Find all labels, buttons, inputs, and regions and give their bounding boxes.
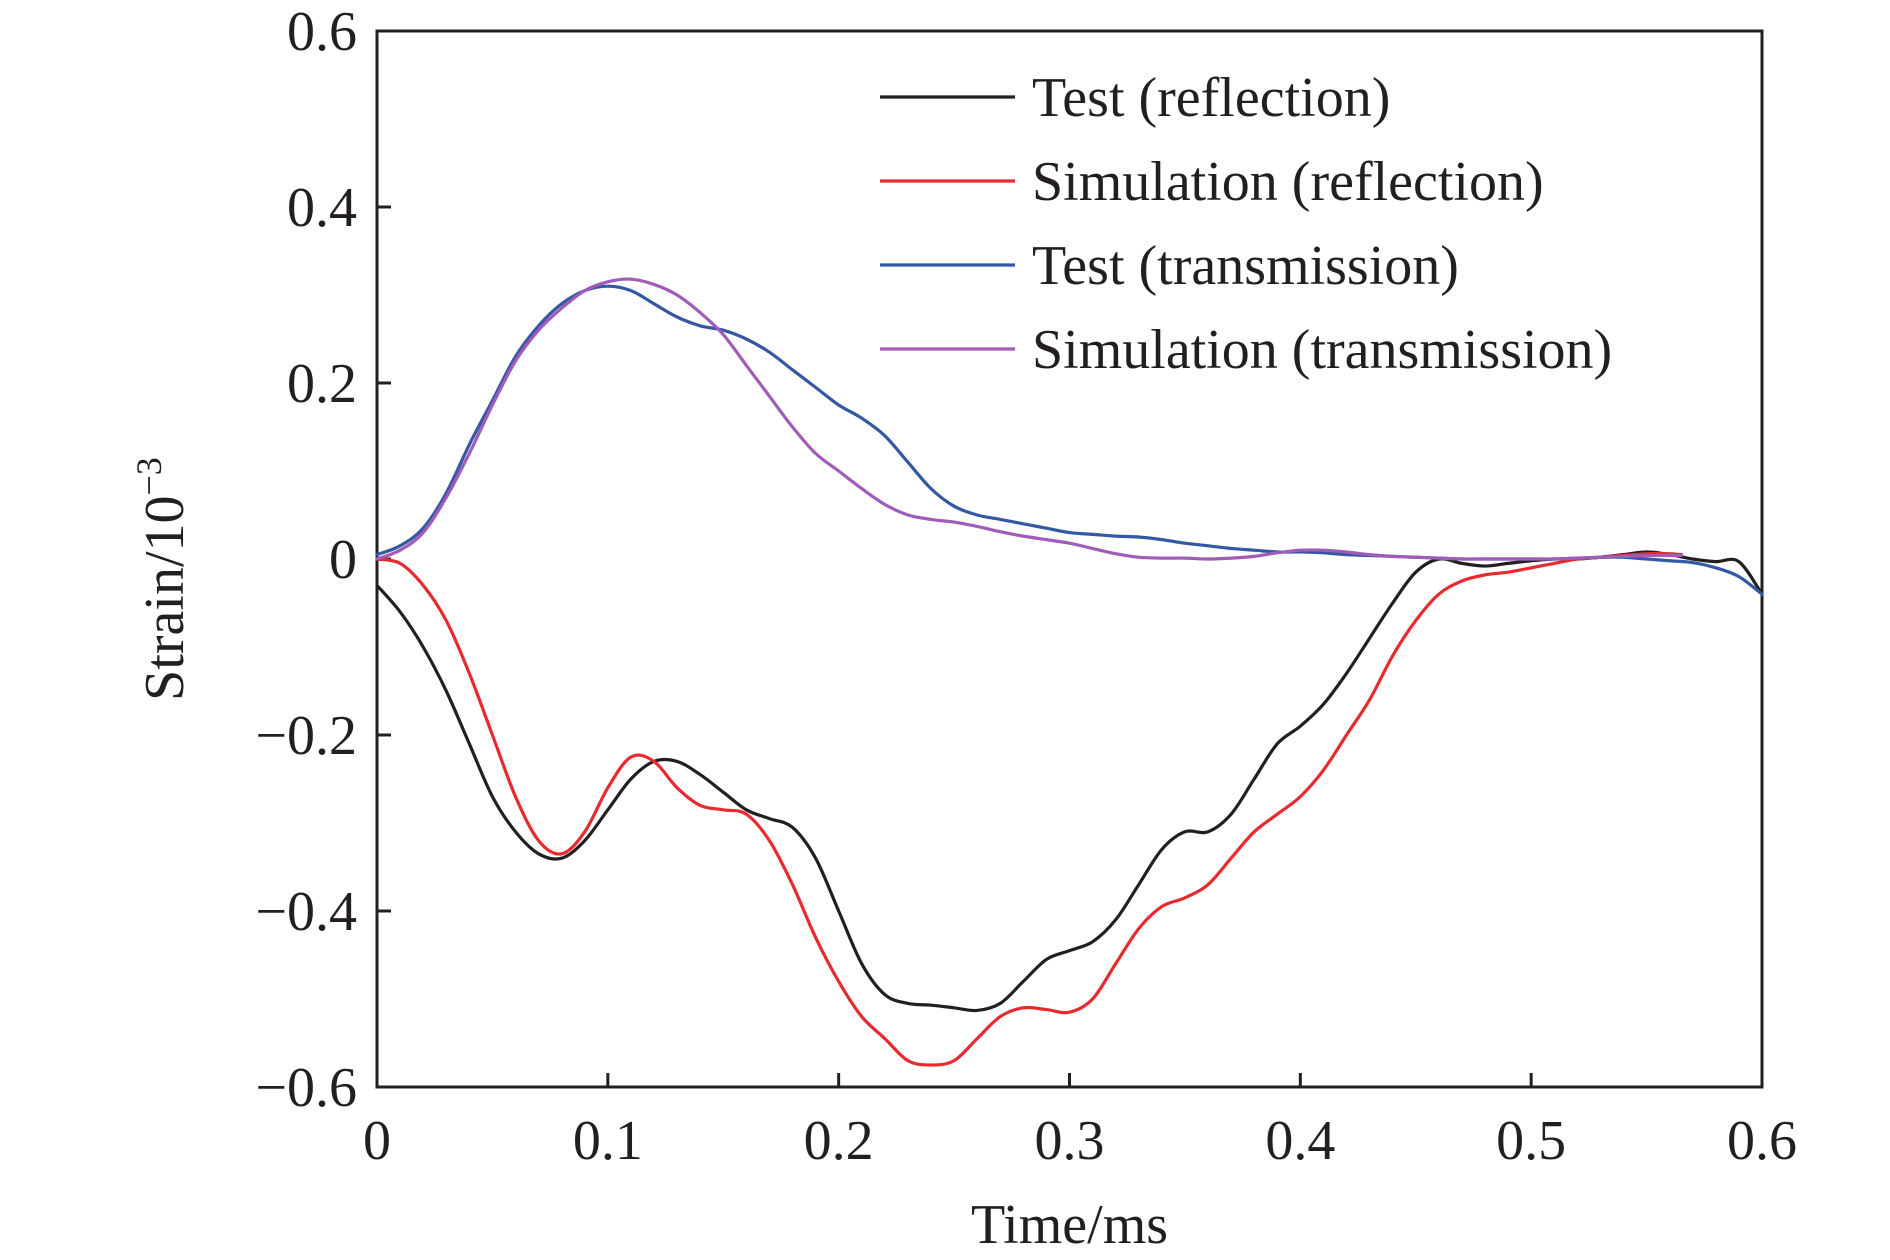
- y-axis-label-exponent: −3: [129, 457, 169, 495]
- legend: Test (reflection) Simulation (reflection)…: [880, 67, 1612, 381]
- y-tick-label: 0.6: [287, 1, 357, 63]
- x-tick-label: 0.6: [1727, 1110, 1797, 1172]
- y-axis-ticks: −0.6 −0.4 −0.2 0 0.2 0.4 0.6: [255, 1, 391, 1119]
- x-axis-label: Time/ms: [971, 1194, 1168, 1256]
- plot-area: 0 0.1 0.2 0.3 0.4 0.5 0.6 −0.6−0.4−0.200.20.40…: [255, 1, 1797, 1172]
- legend-label-test-transmission: Test (transmission): [1032, 235, 1459, 297]
- y-axis-label-base: Strain/10: [134, 495, 196, 700]
- x-tick-label: 0.5: [1496, 1110, 1566, 1172]
- series-lines: [375, 277, 1764, 1067]
- y-tick-label: 0.4: [287, 177, 357, 239]
- legend-label-simulation-reflection: Simulation (reflection): [1032, 151, 1544, 213]
- x-tick-label: 0.3: [1035, 1110, 1105, 1172]
- legend-label-simulation-transmission: Simulation (transmission): [1032, 319, 1612, 381]
- legend-label-test-reflection: Test (reflection): [1032, 67, 1390, 129]
- series-line-simulation-reflection: [375, 551, 1683, 1067]
- x-tick-label: 0.2: [804, 1110, 874, 1172]
- y-tick-label: −0.6: [255, 1057, 357, 1119]
- y-tick-label: −0.2: [255, 705, 357, 767]
- x-tick-label: 0.4: [1265, 1110, 1335, 1172]
- y-axis-label: Strain/10−3: [129, 457, 196, 701]
- y-tick-label: −0.4: [255, 881, 357, 943]
- y-tick-label: 0: [329, 529, 357, 591]
- x-axis-ticks: 0 0.1 0.2 0.3 0.4 0.5 0.6: [363, 1073, 1797, 1172]
- series-line-simulation-transmission: [375, 277, 1683, 561]
- x-tick-label: 0.1: [573, 1110, 643, 1172]
- x-tick-label: 0: [363, 1110, 391, 1172]
- series-line-test-reflection: [375, 550, 1764, 1013]
- y-tick-label: 0.2: [287, 353, 357, 415]
